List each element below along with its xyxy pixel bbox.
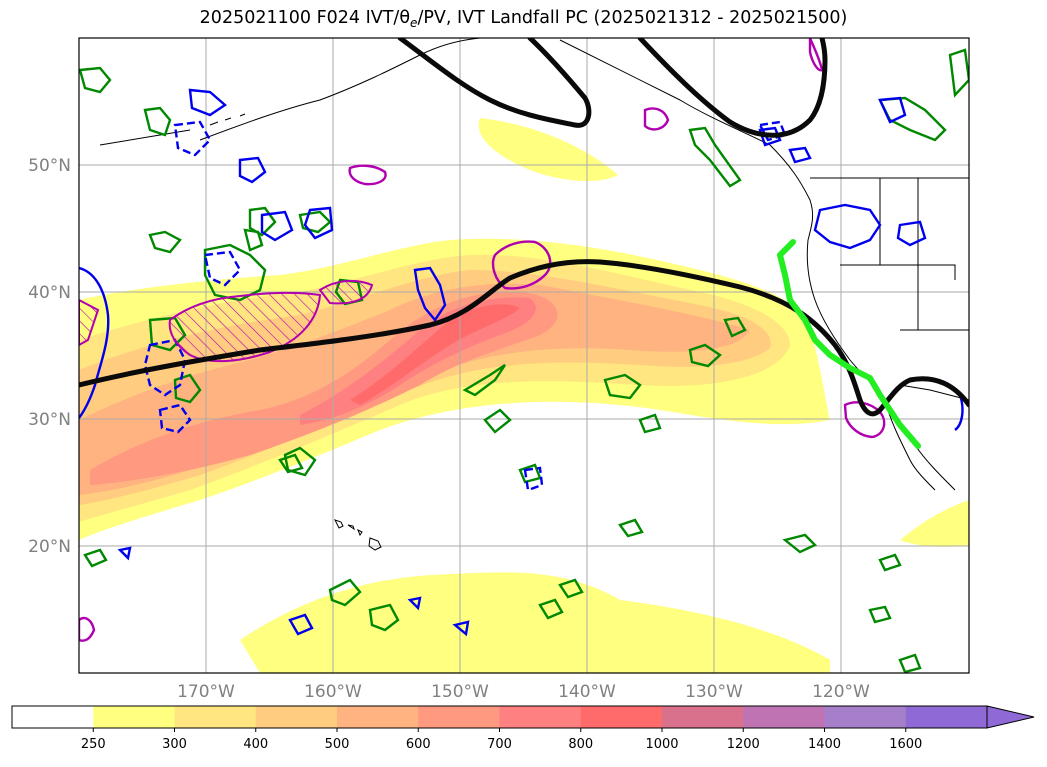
colorbar-segment [905,706,988,728]
colorbar-tick-label: 1200 [727,737,760,752]
theta-e-north-2 [637,38,828,138]
border-states-3 [840,264,918,331]
colorbar-tick-label: 800 [568,737,593,752]
lat-label: 20°N [28,537,71,557]
map-frame [78,37,970,674]
lat-label: 30°N [28,410,71,430]
colorbar-segment [255,706,338,728]
colorbar-segment [743,706,825,728]
colorbar-tick-label: 1600 [889,737,922,752]
colorbar-tick-label: 250 [81,737,106,752]
colorbar-segment [499,706,582,728]
lon-label: 160°W [304,682,362,702]
colorbar-boxes [11,705,988,729]
ivt-1000-core [350,304,520,405]
coastlines [99,38,969,551]
colorbar-tick-label: 400 [243,737,268,752]
coast-hawaii [334,519,382,551]
colorbar-segment [93,706,175,728]
title-theta: θ [399,8,411,28]
colorbar-segment [337,706,419,728]
lon-label: 120°W [812,682,870,702]
colorbar-tick-label: 500 [325,737,350,752]
lon-label: 140°W [558,682,616,702]
title-suffix: /PV, IVT Landfall PC (2025021312 - 20250… [417,8,848,28]
lat-label: 50°N [28,156,71,176]
coast-baja [884,399,936,491]
colorbar-tick-label: 1400 [808,737,841,752]
title-prefix: 2025021100 F024 IVT/ [199,8,400,28]
lon-labels: 170°W 160°W 150°W 140°W 130°W 120°W [177,682,870,702]
map-title: 2025021100 F024 IVT/θe/PV, IVT Landfall … [0,8,1047,30]
coast-alaska [199,38,481,141]
colorbar-extend-arrow [986,705,1035,729]
colorbar-segment [824,706,907,728]
colorbar-ticks: 250 300 400 500 600 700 800 1000 1200 1400 1600 [81,728,922,752]
colorbar-tick-label: 600 [406,737,431,752]
pv-contours-green [79,48,969,673]
lat-labels: 50°N 40°N 30°N 20°N [28,156,71,557]
theta-e-north-1 [397,38,592,128]
colorbar-tick-label: 700 [487,737,512,752]
theta-e-main [79,259,969,417]
ivt-250-south [240,572,830,673]
coast-gulf-alaska [559,39,771,146]
coast-aleutians [99,113,246,146]
ivt-250-southeast [900,500,969,547]
theta-e-contours [79,38,969,417]
border-mexico [899,384,969,401]
colorbar-segment [174,706,257,728]
colorbar-segment [662,706,744,728]
title-theta-subscript: e [410,16,418,30]
colorbar-segment [580,706,663,728]
coast-bc [769,144,814,241]
lon-label: 150°W [431,682,489,702]
colorbar-segment [418,706,500,728]
colorbar-segment [12,706,94,728]
lat-label: 40°N [28,283,71,303]
lon-label: 170°W [177,682,235,702]
landfall-line [777,239,921,449]
colorbar-tick-label: 1000 [645,737,678,752]
lon-label: 130°W [685,682,743,702]
colorbar-tick-label: 300 [162,737,187,752]
colorbar: 250 300 400 500 600 700 800 1000 1200 1400 1600 [11,705,1035,752]
map-panel [79,38,969,673]
pv-hatched-regions [79,279,374,363]
